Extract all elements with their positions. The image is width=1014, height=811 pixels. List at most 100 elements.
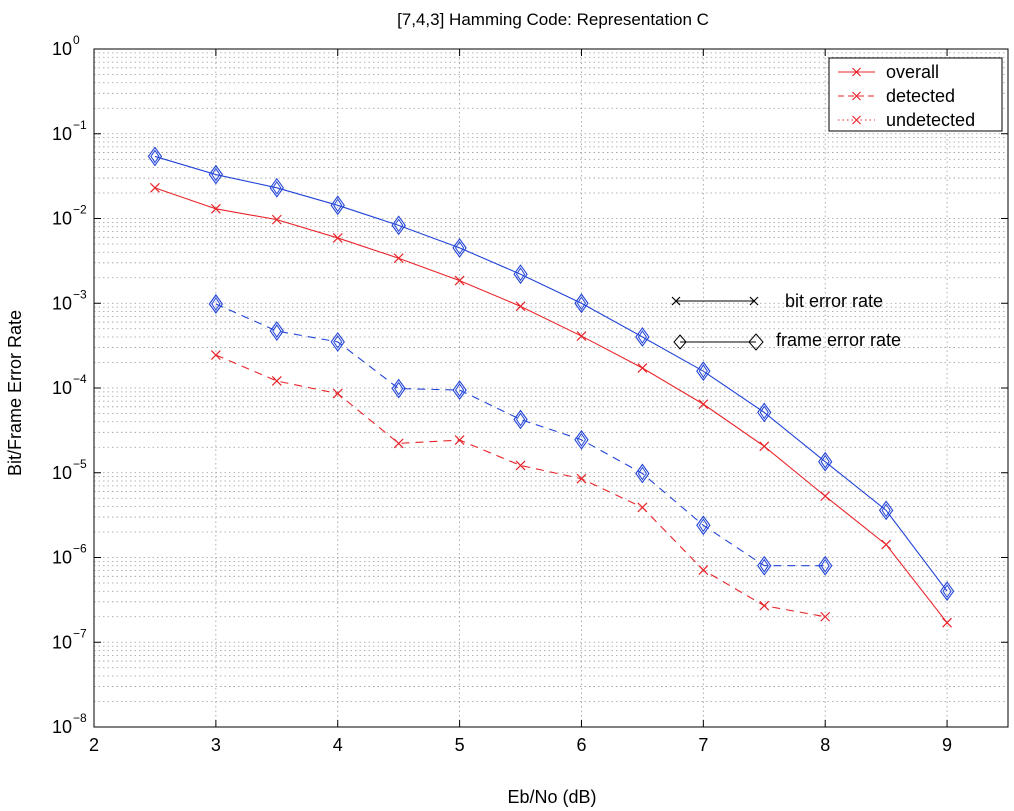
data-point-x (637, 502, 648, 513)
diamond-inner (759, 558, 769, 573)
data-point-x (150, 182, 160, 193)
marker-legend: bit error rate frame error rate (671, 291, 901, 351)
data-point-x (271, 214, 282, 225)
data-point-diamond (391, 378, 406, 399)
chart-title: [7,4,3] Hamming Code: Representation C (397, 10, 709, 29)
legend: overall detected undetected (828, 57, 1003, 132)
diamond-outer (208, 294, 224, 314)
data-point-diamond (391, 215, 406, 236)
diamond-outer (513, 264, 528, 285)
data-point-diamond (330, 195, 345, 216)
y-tick-label-base: 10 (52, 378, 72, 398)
y-tick-label-exponent: −2 (73, 203, 87, 217)
diamond-outer (696, 515, 711, 536)
x-tick-label: 5 (455, 735, 465, 755)
data-point-diamond (818, 555, 833, 576)
diamond-outer (147, 146, 163, 167)
data-point-diamond (878, 500, 894, 521)
diamond-outer (513, 409, 528, 430)
x-tick-label: 7 (698, 735, 708, 755)
data-point-diamond (574, 429, 589, 450)
data-point-x (515, 301, 526, 312)
diamond-inner (394, 218, 404, 233)
diamond-outer (391, 378, 406, 399)
diamond-outer (269, 321, 284, 341)
y-tick-label-base: 10 (52, 39, 72, 59)
diamond-inner (942, 584, 952, 599)
data-point-diamond (696, 515, 711, 536)
data-point-diamond (513, 409, 528, 430)
y-tick-label-exponent: −5 (73, 457, 87, 471)
data-point-x (454, 275, 465, 286)
diamond-inner (454, 240, 465, 255)
data-point-x (515, 460, 526, 471)
marker-legend-x-right (749, 296, 759, 306)
diamond-inner (211, 297, 221, 311)
diamond-outer (818, 555, 833, 576)
diamond-inner (881, 503, 891, 518)
diamond-inner (698, 518, 708, 533)
diamond-inner (394, 381, 404, 396)
diamond-outer (452, 380, 467, 401)
data-point-diamond (269, 321, 284, 341)
diamond-outer (818, 451, 833, 472)
data-point-x (637, 363, 648, 373)
data-point-x (698, 399, 709, 410)
data-point-x (759, 600, 770, 611)
y-tick-label-exponent: −1 (73, 118, 87, 132)
diamond-outer (452, 237, 467, 258)
data-point-x (698, 565, 709, 576)
marker-legend-label-frame: frame error rate (776, 330, 901, 350)
marker-legend-diamond-left (673, 334, 687, 350)
y-tick-label-base: 10 (52, 463, 72, 483)
diamond-outer (757, 402, 772, 423)
diamond-inner (150, 149, 160, 164)
marker-legend-diamond-right (748, 333, 764, 351)
diamond-inner (515, 412, 526, 427)
data-point-x (271, 376, 282, 386)
data-point-x (332, 388, 343, 399)
series-overall-frame-error-rate (147, 146, 955, 602)
diamond-inner (637, 466, 648, 481)
legend-label-undetected: undetected (886, 110, 975, 130)
data-point-diamond (574, 293, 589, 314)
data-point-x (393, 253, 404, 264)
diamond-outer (574, 293, 589, 314)
x-axis-label: Eb/No (dB) (507, 787, 596, 807)
data-point-diamond (513, 264, 528, 285)
diamond-outer (330, 331, 345, 352)
data-point-diamond (147, 146, 163, 167)
data-point-x (210, 203, 221, 214)
data-point-diamond (208, 164, 224, 185)
data-point-diamond (635, 327, 650, 347)
y-tick-label-exponent: −8 (73, 711, 87, 725)
data-point-diamond (757, 555, 772, 576)
diamond-outer (878, 500, 894, 521)
data-point-diamond (208, 294, 224, 314)
diamond-inner (333, 334, 343, 349)
series-detected-frame-error-rate (208, 294, 833, 576)
data-point-diamond (269, 177, 284, 198)
diamond-inner (272, 180, 282, 195)
diamond-inner (759, 405, 769, 420)
x-tick-label: 9 (942, 735, 952, 755)
series-line (154, 187, 948, 624)
diamond-outer (330, 195, 345, 216)
diamond-inner (211, 167, 221, 182)
y-tick-label-base: 10 (52, 548, 72, 568)
y-tick-label-base: 10 (52, 293, 72, 313)
data-point-diamond (939, 581, 955, 602)
data-point-diamond (330, 331, 345, 352)
diamond-inner (820, 454, 830, 469)
series-detected-bit-error-rate (210, 350, 831, 622)
marker-legend-x-left (671, 296, 681, 306)
y-tick-label-base: 10 (52, 632, 72, 652)
data-point-diamond (635, 463, 650, 484)
diamond-inner (820, 558, 830, 573)
x-tick-label: 4 (333, 735, 343, 755)
data-point-x (332, 232, 343, 243)
data-point-diamond (818, 451, 833, 472)
data-point-x (820, 491, 831, 502)
diamond-outer (757, 555, 772, 576)
diamond-inner (515, 267, 526, 282)
